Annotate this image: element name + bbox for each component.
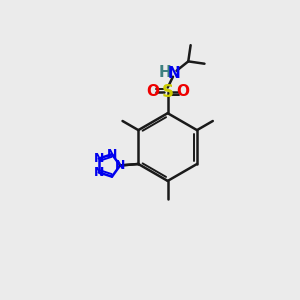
Text: S: S	[162, 83, 174, 101]
Text: O: O	[146, 85, 159, 100]
Text: N: N	[94, 152, 104, 165]
Text: O: O	[176, 85, 190, 100]
Text: N: N	[94, 166, 104, 179]
Text: H: H	[158, 65, 171, 80]
Text: N: N	[107, 148, 117, 161]
Text: N: N	[168, 66, 181, 81]
Text: N: N	[115, 159, 125, 172]
